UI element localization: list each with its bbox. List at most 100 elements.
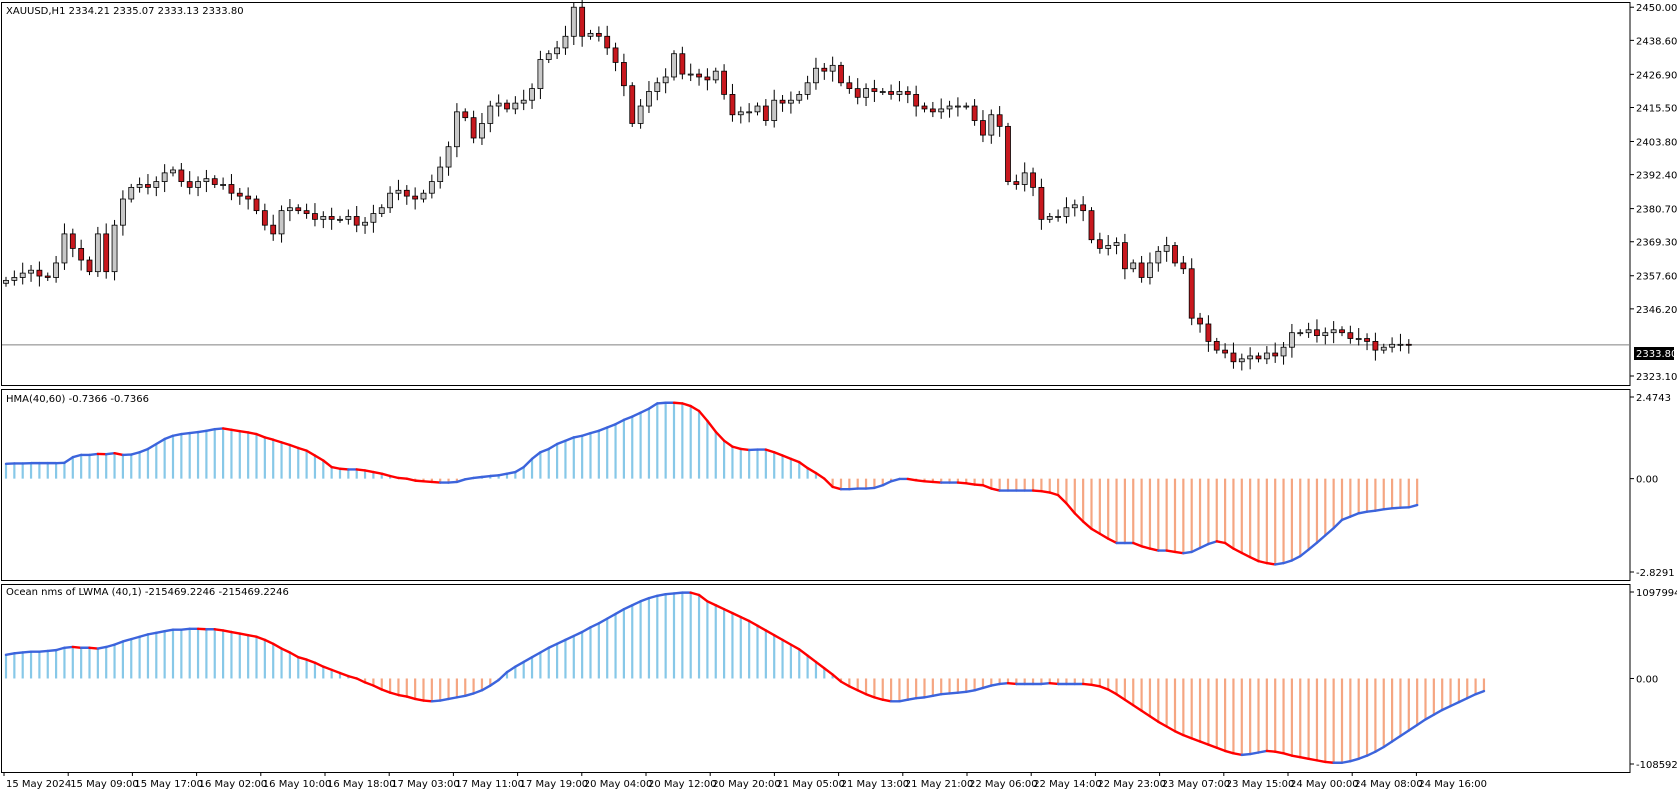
ocean-line-segment [555, 638, 567, 646]
hma-line-segment [1106, 537, 1118, 545]
ocean-y-tick-label: 1097994.2 [1636, 588, 1677, 599]
ocean-line-segment [1190, 737, 1202, 743]
candle [3, 276, 9, 287]
candle-body [387, 192, 394, 209]
ocean-line-segment [505, 665, 517, 674]
ocean-line-segment [1282, 752, 1294, 757]
hma-line-segment [973, 483, 985, 487]
candle-body [286, 207, 293, 212]
hma-line-segment [405, 477, 417, 482]
candle-body [1021, 172, 1028, 185]
hma-line-segment [388, 474, 400, 480]
ocean-y-tick-label: 0.00 [1636, 674, 1658, 685]
hma-line-segment [539, 447, 550, 454]
candle [145, 174, 151, 195]
candle [604, 25, 611, 55]
candle [621, 53, 627, 97]
candle [687, 63, 694, 82]
candle [754, 102, 761, 116]
hma-line-segment [1081, 520, 1093, 531]
hma-line-segment [1357, 510, 1369, 515]
candle [195, 176, 201, 197]
candle-body [445, 146, 452, 168]
candle [495, 94, 502, 117]
candle-body [44, 275, 51, 278]
ocean-line-segment [464, 692, 475, 698]
hma-line-segment [1407, 503, 1419, 509]
ocean-line-segment [848, 685, 859, 692]
candle-body [428, 181, 435, 194]
candle [1071, 199, 1078, 217]
candle-body [721, 70, 727, 95]
price-panel[interactable] [2, 0, 1630, 371]
hma-line-segment [689, 404, 701, 413]
hma-line-segment [422, 480, 434, 484]
candle-body [420, 192, 427, 200]
candle-body [704, 76, 711, 81]
candle-body [153, 181, 160, 188]
candle [1255, 352, 1262, 363]
hma-line-segment [263, 436, 275, 441]
ocean-line-segment [1265, 749, 1277, 753]
candle [1389, 337, 1395, 353]
ocean-line-segment [706, 600, 717, 607]
ocean-line-segment [906, 696, 918, 701]
hma-line-segment [221, 427, 233, 432]
hma-line-segment [606, 423, 617, 429]
hma-line-segment [1382, 507, 1394, 511]
candle-body [579, 6, 586, 37]
ocean-line-segment [965, 689, 976, 694]
candle [1122, 233, 1128, 280]
hma-line-segment [113, 452, 125, 457]
ocean-line-segment [397, 693, 408, 698]
ocean-line-segment [1248, 751, 1260, 756]
hma-line-segment [1299, 548, 1310, 558]
ocean-line-segment [1374, 745, 1385, 753]
hma-line-segment [530, 451, 542, 461]
candle [612, 42, 619, 72]
candle [1147, 252, 1153, 285]
candle [1113, 237, 1120, 255]
hma-line-segment [672, 401, 684, 405]
candle [1222, 343, 1228, 359]
hma-line-segment [480, 474, 492, 479]
candle [1263, 346, 1270, 365]
price-y-tick-label: 2392.40 [1636, 171, 1677, 182]
hma-panel[interactable] [4, 401, 1419, 566]
ocean-line-segment [756, 624, 768, 632]
candle [679, 46, 686, 80]
ocean-line-segment [405, 695, 417, 701]
ocean-panel[interactable] [4, 591, 1486, 764]
candle-body [203, 178, 210, 182]
ocean-line-segment [297, 656, 308, 661]
hma-line-segment [138, 447, 150, 454]
candle [479, 113, 485, 145]
candle-body [796, 94, 803, 101]
candle [929, 101, 936, 118]
ocean-line-segment [388, 691, 400, 697]
candle-body [1238, 358, 1245, 363]
x-tick-label: 16 May 18:00 [327, 779, 396, 790]
ocean-line-segment [923, 694, 935, 699]
candle [1322, 327, 1329, 345]
hma-line-segment [1040, 489, 1051, 494]
candle-body [228, 184, 235, 194]
hma-line-segment [831, 485, 843, 491]
candle [362, 217, 368, 234]
candle [403, 185, 410, 205]
ocean-line-segment [1182, 733, 1193, 740]
candle-body [737, 111, 744, 116]
candle [1155, 246, 1162, 272]
hma-line-segment [614, 418, 626, 426]
candle-body [946, 105, 953, 110]
candle [36, 261, 43, 287]
candle-body [1330, 329, 1337, 334]
candle [1055, 209, 1061, 222]
hma-line-segment [1248, 555, 1260, 563]
candle [470, 110, 477, 144]
price-y-tick-label: 2438.60 [1636, 36, 1677, 47]
candle [53, 255, 59, 283]
hma-line-segment [1340, 515, 1352, 522]
hma-line-segment [230, 428, 242, 433]
